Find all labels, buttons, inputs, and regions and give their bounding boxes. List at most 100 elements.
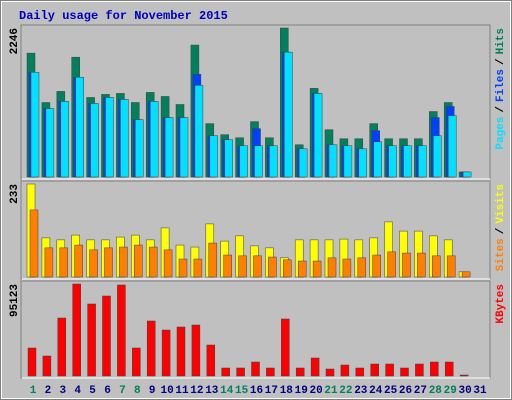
bar	[30, 71, 40, 178]
x-tick-label: 7	[119, 385, 126, 397]
bar	[373, 141, 382, 178]
x-tick-label: 1	[30, 385, 37, 397]
legend-item: Visits	[495, 184, 507, 224]
chart-title: Daily usage for November 2015	[19, 9, 228, 23]
legend-separator: /	[495, 227, 507, 234]
bar	[194, 85, 204, 178]
bar	[135, 119, 144, 178]
x-tick-label: 18	[280, 385, 294, 397]
bar	[358, 148, 368, 178]
bar	[191, 324, 201, 377]
x-tick-label: 10	[160, 385, 173, 397]
bar	[105, 97, 114, 178]
bar	[461, 271, 471, 278]
bar	[119, 246, 128, 278]
bar	[372, 254, 381, 278]
bar	[90, 103, 99, 178]
x-tick-label: 15	[235, 385, 249, 397]
x-tick-label: 21	[324, 385, 338, 397]
bar	[176, 326, 186, 377]
bar	[342, 258, 352, 278]
bar	[387, 251, 396, 278]
y-tick-label: 95123	[9, 284, 21, 317]
bar	[193, 258, 203, 278]
x-tick-label: 31	[473, 385, 487, 397]
bar	[417, 252, 426, 278]
y-tick-label: 233	[9, 184, 21, 204]
bar	[57, 317, 67, 377]
x-tick-label: 19	[295, 385, 308, 397]
x-tick-label: 24	[369, 385, 383, 397]
x-tick-label: 16	[250, 385, 263, 397]
bar	[400, 367, 409, 377]
bar	[444, 361, 454, 377]
bar	[163, 249, 173, 278]
bar	[281, 318, 290, 377]
bar	[146, 320, 156, 377]
x-tick-label: 29	[444, 385, 457, 397]
bar	[164, 117, 174, 178]
bar	[102, 295, 111, 377]
legend: KBytes	[495, 284, 507, 324]
x-tick-label: 30	[458, 385, 471, 397]
bar	[385, 363, 394, 377]
bar	[132, 347, 141, 377]
x-tick-label: 5	[89, 385, 96, 397]
bar	[221, 367, 230, 377]
bar	[403, 145, 412, 178]
x-tick-label: 27	[414, 385, 427, 397]
y-tick-label: 2246	[9, 28, 21, 54]
bar	[313, 93, 323, 178]
bar	[415, 363, 424, 377]
bar	[223, 254, 232, 278]
bar	[462, 171, 472, 178]
bar	[104, 247, 113, 278]
bar	[72, 283, 81, 377]
legend-item: Pages	[495, 117, 507, 150]
bar	[447, 115, 457, 178]
bar	[44, 247, 54, 278]
bar	[208, 242, 218, 278]
bar	[283, 259, 292, 278]
bar	[238, 255, 247, 278]
bar	[418, 145, 427, 178]
legend-item: Files	[495, 69, 507, 102]
bar	[148, 246, 158, 278]
x-tick-label: 9	[149, 385, 156, 397]
x-tick-label: 4	[74, 385, 81, 397]
bar	[209, 135, 219, 178]
legend: Sites / Visits	[495, 184, 507, 271]
bar	[254, 145, 263, 178]
x-tick-label: 8	[134, 385, 141, 397]
x-tick-label: 20	[309, 385, 322, 397]
bar	[149, 101, 159, 178]
x-tick-label: 23	[354, 385, 368, 397]
x-tick-label: 26	[399, 385, 412, 397]
legend-separator: /	[495, 106, 507, 113]
legend: Pages / Files / Hits	[495, 28, 507, 150]
bar	[224, 139, 233, 178]
bar	[59, 247, 69, 278]
bar	[89, 249, 98, 278]
legend-item: Hits	[495, 28, 507, 54]
x-tick-label: 6	[104, 385, 111, 397]
bar	[134, 244, 143, 278]
x-tick-label: 12	[190, 385, 203, 397]
bar	[284, 51, 293, 178]
bar	[27, 347, 37, 377]
bar	[388, 145, 397, 178]
bar	[87, 303, 96, 377]
legend-item: KBytes	[495, 284, 507, 324]
x-tick-label: 25	[384, 385, 398, 397]
bar	[268, 256, 277, 278]
bar	[179, 117, 189, 178]
x-tick-label: 17	[265, 385, 278, 397]
bar	[446, 255, 456, 278]
bar	[298, 148, 308, 178]
bar	[45, 108, 55, 178]
x-tick-label: 11	[175, 385, 189, 397]
bar	[297, 260, 307, 278]
